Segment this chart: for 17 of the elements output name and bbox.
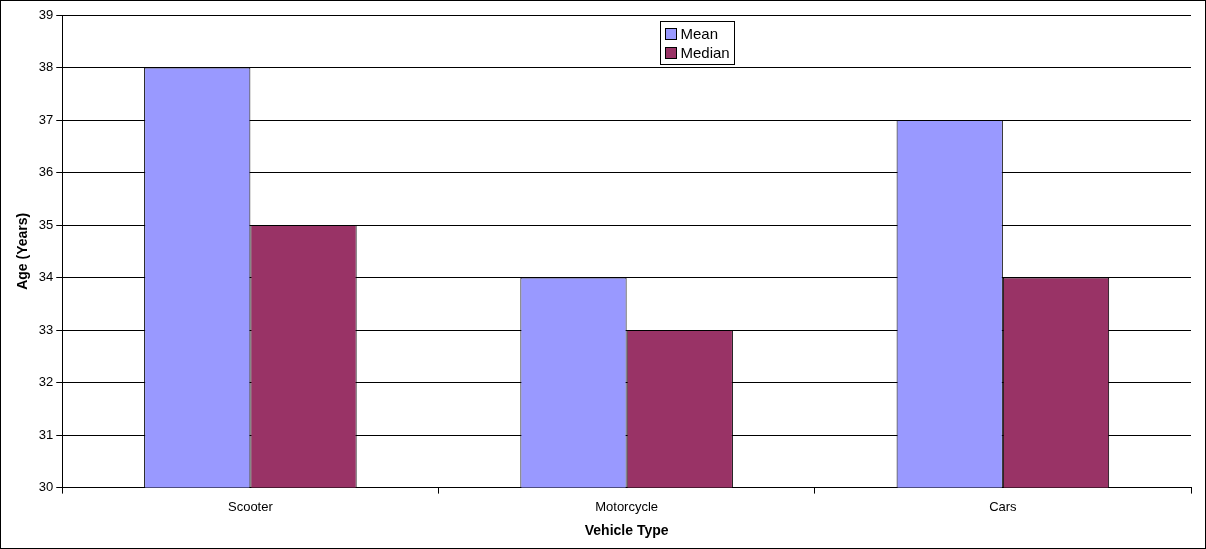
legend-label: Mean <box>680 25 719 42</box>
y-tick-label: 30 <box>38 479 54 495</box>
y-tick-label: 35 <box>38 216 54 232</box>
y-tick-label: 38 <box>38 59 54 75</box>
x-tick-label: Cars <box>989 498 1018 514</box>
y-tick-label: 32 <box>38 374 54 390</box>
x-tick-label: Motorcycle <box>595 498 659 514</box>
y-tick-label: 31 <box>38 426 54 442</box>
y-axis-title: Age (Years) <box>14 212 31 290</box>
legend-label: Median <box>680 44 730 61</box>
x-axis-title: Vehicle Type <box>584 522 669 539</box>
y-tick-label: 36 <box>38 164 54 180</box>
x-tick-label: Scooter <box>227 498 274 514</box>
y-tick-label: 39 <box>38 6 54 22</box>
y-tick-label: 33 <box>38 321 54 337</box>
y-tick-label: 34 <box>38 269 54 285</box>
y-tick-label: 37 <box>38 111 54 127</box>
